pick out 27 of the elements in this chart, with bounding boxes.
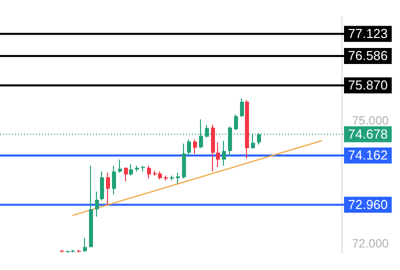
candlestick <box>106 172 110 206</box>
ref-line-label: 76.586 <box>348 48 388 64</box>
candlestick <box>100 171 104 202</box>
ref-line-label: 74.162 <box>348 148 388 163</box>
candlestick <box>187 139 191 156</box>
candlestick <box>147 165 151 180</box>
candlestick <box>83 238 87 252</box>
candlestick <box>176 172 180 184</box>
candlestick <box>228 126 232 158</box>
candlestick <box>234 114 238 131</box>
ref-line-label: 75.870 <box>348 77 388 92</box>
y-tick-label: 72.000 <box>352 236 390 250</box>
ref-line-label: 77.123 <box>348 26 388 41</box>
y-tick-label: 75.000 <box>352 113 390 128</box>
candlestick <box>95 191 99 218</box>
candlestick <box>124 166 128 182</box>
candlestick <box>193 139 197 154</box>
candlestick <box>251 132 255 150</box>
candlestick <box>129 164 133 176</box>
candlestick <box>118 159 122 174</box>
ref-line-label: 72.960 <box>348 196 388 212</box>
candlestick <box>112 165 116 196</box>
candlestick <box>222 140 226 166</box>
candlestick <box>216 142 220 168</box>
ref-line-label: 74.678 <box>348 126 388 142</box>
candlestick <box>240 98 244 118</box>
candlestick <box>182 143 186 180</box>
